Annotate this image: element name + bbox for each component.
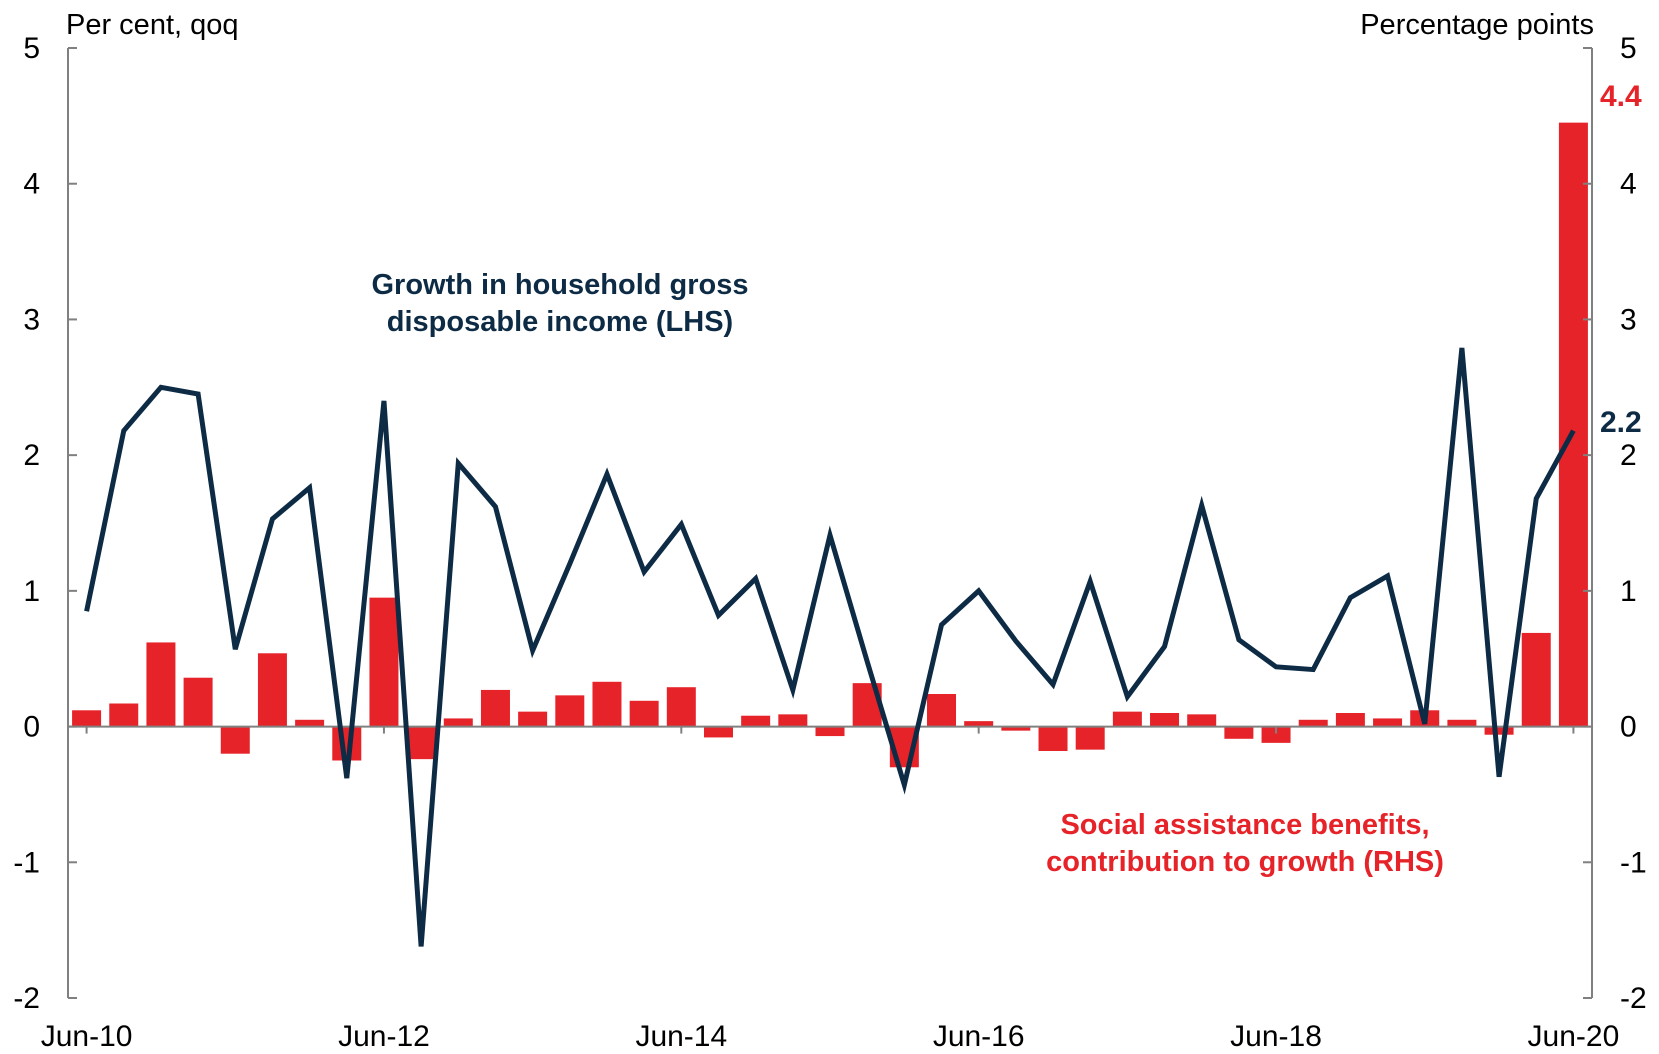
- bar: [1150, 713, 1180, 727]
- right-tick-label: 2: [1620, 439, 1637, 472]
- bar: [183, 677, 213, 727]
- left-tick-label: 4: [23, 168, 40, 201]
- bar: [1558, 122, 1588, 727]
- left-tick-label: 3: [23, 303, 40, 336]
- bar: [1075, 726, 1105, 750]
- bar: [72, 710, 102, 727]
- right-tick-label: 4: [1620, 168, 1637, 201]
- right-tick-label: 0: [1620, 711, 1637, 744]
- x-axis-ticks: Jun-10 Jun-12 Jun-14 Jun-16 Jun-18 Jun-20: [41, 726, 1620, 1053]
- line-series-label-line-1: Growth in household gross: [372, 269, 749, 301]
- left-tick-label: 0: [23, 711, 40, 744]
- x-tick-label: Jun-16: [933, 1020, 1025, 1053]
- bar: [555, 695, 585, 727]
- bar: [1038, 726, 1068, 751]
- bar: [592, 681, 622, 727]
- bar: [1224, 726, 1254, 739]
- right-tick-label: -2: [1620, 982, 1647, 1015]
- bar: [220, 726, 250, 754]
- bar-end-label: 4.4: [1600, 80, 1642, 113]
- bar: [1112, 711, 1142, 727]
- left-tick-label: -1: [13, 846, 40, 879]
- bar: [480, 689, 510, 727]
- x-tick-label: Jun-18: [1230, 1020, 1322, 1053]
- bar: [443, 718, 473, 727]
- bar: [964, 721, 994, 727]
- bar-series-label-line-2: contribution to growth (RHS): [1046, 846, 1444, 878]
- bar: [1521, 632, 1551, 727]
- bar: [1447, 719, 1477, 727]
- bar: [1261, 726, 1291, 743]
- right-tick-label: -1: [1620, 846, 1647, 879]
- left-tick-label: 1: [23, 575, 40, 608]
- bar-series-social-assistance: [72, 122, 1588, 768]
- x-tick-label: Jun-10: [41, 1020, 133, 1053]
- bar: [741, 715, 771, 727]
- bar: [1335, 713, 1365, 727]
- bar: [109, 703, 139, 727]
- bar: [1484, 726, 1514, 735]
- bar: [1001, 726, 1031, 731]
- bar: [369, 597, 399, 727]
- bar: [1187, 714, 1217, 727]
- bar: [146, 642, 176, 727]
- bar: [666, 687, 696, 727]
- bar: [778, 714, 808, 727]
- line-end-label: 2.2: [1600, 406, 1642, 439]
- left-axis-ticks: -2 -1 0 1 2 3 4 5: [13, 32, 77, 1015]
- bar: [629, 700, 659, 727]
- bar: [927, 694, 957, 727]
- bar: [406, 726, 436, 760]
- bar: [703, 726, 733, 738]
- x-tick-label: Jun-14: [635, 1020, 727, 1053]
- bar-series-label-line-1: Social assistance benefits,: [1060, 809, 1429, 841]
- line-series-household-income: [84, 347, 1576, 947]
- line-series-label-line-2: disposable income (LHS): [387, 306, 733, 338]
- bar: [295, 719, 325, 727]
- left-tick-label: -2: [13, 982, 40, 1015]
- right-axis-ticks: -2 -1 0 1 2 3 4 5: [1583, 32, 1647, 1015]
- left-axis-unit-label: Per cent, qoq: [66, 9, 239, 41]
- bar: [257, 653, 287, 727]
- bar: [1373, 718, 1403, 727]
- right-tick-label: 1: [1620, 575, 1637, 608]
- right-tick-label: 3: [1620, 303, 1637, 336]
- right-tick-label: 5: [1620, 32, 1637, 65]
- x-tick-label: Jun-12: [338, 1020, 430, 1053]
- right-axis-unit-label: Percentage points: [1360, 9, 1594, 41]
- bar: [518, 711, 548, 727]
- x-tick-label: Jun-20: [1528, 1020, 1620, 1053]
- left-tick-label: 2: [23, 439, 40, 472]
- bar: [815, 726, 845, 737]
- bar: [1298, 719, 1328, 727]
- left-tick-label: 5: [23, 32, 40, 65]
